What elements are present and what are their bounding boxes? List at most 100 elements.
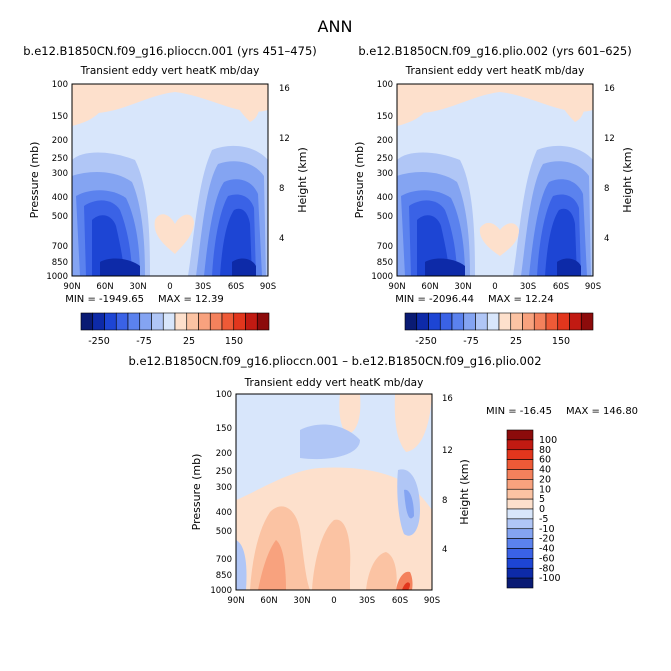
- colorbar-swatch: [522, 312, 535, 331]
- x-tick-label: 90S: [260, 282, 276, 292]
- panel-1-x-ticks: 90N 60N 30N 0 30S 60S 90S: [63, 282, 276, 292]
- colorbar-swatch: [416, 312, 429, 331]
- colorbar-swatch: [569, 312, 582, 331]
- colorbar-swatch: [506, 488, 534, 500]
- y-tick-label: 500: [216, 527, 232, 537]
- colorbar-level-label: 60: [539, 455, 551, 466]
- y-tick-label: 150: [52, 112, 68, 122]
- colorbar-swatch: [233, 312, 246, 331]
- y-tick-label: 400: [52, 193, 68, 203]
- panel-2-colorbar-ticks: -250 -75 25 150: [415, 336, 570, 347]
- x-tick-label: 60N: [421, 282, 438, 292]
- colorbar-swatch: [510, 312, 523, 331]
- y-tick-label: 850: [52, 258, 68, 268]
- y-tick-label: 700: [377, 242, 393, 252]
- panel-2-subtitle: Transient eddy vert heatK mb/day: [405, 65, 585, 77]
- colorbar-swatch: [506, 469, 534, 480]
- panel-2-min: MIN = -2096.44: [395, 294, 474, 305]
- y-right-tick-label: 4: [279, 234, 284, 244]
- panel-1-ylabel: Pressure (mb): [28, 142, 41, 219]
- colorbar-swatch: [475, 312, 488, 331]
- colorbar-tick-label: -250: [415, 336, 437, 347]
- colorbar-swatch: [506, 577, 534, 589]
- y-tick-label: 250: [377, 154, 393, 164]
- colorbar-swatch: [104, 312, 117, 331]
- y-tick-label: 200: [216, 449, 232, 459]
- y-right-tick-label: 16: [442, 394, 453, 404]
- colorbar-swatch: [506, 439, 534, 451]
- x-tick-label: 60S: [228, 282, 244, 292]
- panel-2-x-ticks: 90N 60N 30N 0 30S 60S 90S: [388, 282, 601, 292]
- x-tick-label: 30N: [129, 282, 146, 292]
- colorbar-level-label: -60: [539, 553, 555, 564]
- panel-1-field: [72, 84, 268, 276]
- colorbar-swatch: [451, 312, 465, 331]
- y-tick-label: 850: [216, 571, 232, 581]
- x-tick-label: 30S: [520, 282, 536, 292]
- y-tick-label: 400: [216, 508, 232, 518]
- y-tick-label: 150: [377, 112, 393, 122]
- x-tick-label: 90N: [63, 282, 80, 292]
- y-tick-label: 250: [52, 154, 68, 164]
- y-right-tick-label: 4: [604, 234, 609, 244]
- panel-3-y-ticks: 100 150 200 250 300 400 500 700 850 1000: [210, 390, 232, 596]
- panel-3-y-right-ticks: 16 12 8 4: [442, 394, 453, 555]
- colorbar-swatch: [439, 312, 453, 331]
- colorbar-tick-label: 150: [225, 336, 243, 347]
- colorbar-tick-label: -250: [88, 336, 110, 347]
- colorbar-level-label: -100: [539, 573, 561, 584]
- y-right-tick-label: 8: [442, 496, 447, 506]
- colorbar-swatch: [186, 312, 199, 331]
- colorbar-swatch: [80, 312, 94, 331]
- panel-1-ylabel-right: Height (km): [296, 147, 309, 213]
- panel-3-x-ticks: 90N 60N 30N 0 30S 60S 90S: [227, 596, 440, 606]
- y-tick-label: 100: [52, 80, 68, 90]
- y-tick-label: 1000: [46, 272, 68, 282]
- panel-3-max: MAX = 146.80: [566, 406, 638, 417]
- x-tick-label: 60N: [260, 596, 277, 606]
- x-tick-label: 60N: [96, 282, 113, 292]
- colorbar-level-label: 0: [539, 504, 545, 515]
- colorbar-level-label: 10: [539, 484, 551, 495]
- colorbar-tick-label: -75: [136, 336, 152, 347]
- colorbar-swatch: [545, 312, 559, 331]
- x-tick-label: 60S: [392, 596, 408, 606]
- panel-1-min: MIN = -1949.65: [65, 294, 144, 305]
- colorbar-level-label: 20: [539, 474, 551, 485]
- colorbar-swatch: [506, 479, 534, 490]
- colorbar-swatch: [139, 312, 152, 331]
- panel-3-ylabel-right: Height (km): [458, 459, 471, 525]
- panel-3-field: [236, 394, 432, 590]
- colorbar-swatch: [533, 312, 547, 331]
- colorbar-swatch: [580, 312, 594, 331]
- x-tick-label: 0: [492, 282, 497, 292]
- y-right-tick-label: 12: [442, 446, 453, 456]
- colorbar-swatch: [209, 312, 223, 331]
- x-tick-label: 30N: [454, 282, 471, 292]
- y-tick-label: 100: [216, 390, 232, 400]
- panel-2-ylabel-right: Height (km): [621, 147, 634, 213]
- y-tick-label: 1000: [371, 272, 393, 282]
- panel-2-frame: [396, 83, 594, 277]
- y-tick-label: 300: [52, 169, 68, 179]
- y-right-tick-label: 16: [279, 84, 290, 94]
- x-tick-label: 0: [331, 596, 336, 606]
- panel-2-title: b.e12.B1850CN.f09_g16.plio.002 (yrs 601–…: [358, 44, 631, 58]
- colorbar-swatch: [245, 312, 258, 331]
- colorbar-level-label: 40: [539, 465, 551, 476]
- y-tick-label: 300: [216, 483, 232, 493]
- y-right-tick-label: 12: [279, 134, 290, 144]
- x-tick-label: 30S: [359, 596, 375, 606]
- colorbar-swatch: [506, 429, 534, 441]
- y-tick-label: 200: [377, 136, 393, 146]
- panel-1-colorbar-ticks: -250 -75 25 150: [88, 336, 243, 347]
- colorbar-swatch: [486, 312, 500, 331]
- x-tick-label: 60S: [553, 282, 569, 292]
- y-right-tick-label: 12: [604, 134, 615, 144]
- panel-1-y-ticks: 100 150 200 250 300 400 500 700 850 1000: [46, 80, 68, 282]
- panel-3-subtitle: Transient eddy vert heatK mb/day: [244, 377, 424, 389]
- panel-1-max: MAX = 12.39: [158, 294, 224, 305]
- colorbar-level-label: -10: [539, 524, 555, 535]
- colorbar-level-label: -80: [539, 563, 555, 574]
- y-right-tick-label: 8: [604, 184, 609, 194]
